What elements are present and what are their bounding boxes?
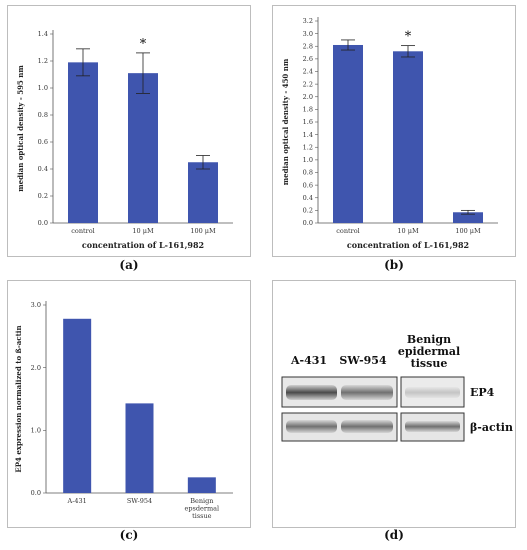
panel-d: A-431 SW-954 Benign epidermal tissue EP4… [272, 280, 516, 528]
chart-b: 0.0 0.2 0.4 0.6 0.8 1.0 1.2 1.4 1.6 1.8 2.0 2.2 2.4 2… [281, 17, 498, 250]
category-label: 10 μM [132, 227, 154, 235]
y-tick-label: 1.0 [31, 427, 41, 435]
panel-a: 0.0 0.2 0.4 0.6 0.8 1.0 1.2 1.4 * control 10 μM 100… [7, 5, 251, 257]
y-tick-label: 2.8 [303, 42, 313, 50]
blot-col-benign-3: tissue [411, 357, 448, 370]
category-label: epsdermal [185, 505, 220, 513]
y-tick-label: 1.0 [303, 156, 313, 164]
blot-col-benign-1: Benign [407, 333, 451, 346]
blot-col-sw954: SW-954 [339, 354, 387, 367]
chart-a: 0.0 0.2 0.4 0.6 0.8 1.0 1.2 1.4 * control 10 μM 100… [16, 30, 233, 250]
y-tick-label: 0.0 [31, 489, 41, 497]
y-tick-label: 1.0 [38, 84, 48, 92]
bar [333, 44, 363, 223]
blot-row-actin: β-actin [470, 421, 513, 434]
bar [128, 73, 158, 224]
caption-d: (d) [384, 528, 404, 542]
y-tick-label: 1.8 [303, 106, 313, 114]
y-tick-label: 3.0 [303, 30, 313, 38]
chart-c: 0.0 1.0 2.0 3.0 A-431 SW-954 Benignepsdermalti… [14, 301, 233, 520]
bar [188, 162, 218, 223]
caption-a: (a) [119, 258, 139, 272]
y-tick-label: 0.0 [38, 219, 48, 227]
x-axis-title: concentration of L-161,982 [347, 240, 469, 250]
y-tick-label: 2.4 [303, 68, 313, 76]
y-tick-label: 0.6 [303, 181, 313, 189]
y-axis-title: median optical density - 450 nm [281, 58, 290, 185]
blot-ep4-benign-band [405, 387, 460, 398]
blot-ep4-sw954-band [341, 385, 393, 400]
significance-star: * [140, 37, 147, 52]
bar [125, 403, 154, 493]
y-tick-label: 3.0 [31, 301, 41, 309]
blot-actin-sw954-band [341, 420, 393, 433]
y-tick-label: 0.8 [38, 111, 48, 119]
western-blot: A-431 SW-954 Benign epidermal tissue EP4… [281, 333, 513, 442]
y-tick-label: 1.2 [303, 143, 313, 151]
category-label: 10 μM [397, 227, 419, 235]
caption-b: (b) [384, 258, 404, 272]
category-label: SW-954 [127, 497, 152, 505]
y-tick-label: 2.2 [303, 80, 313, 88]
category-label: A-431 [67, 497, 87, 505]
y-tick-label: 0.6 [38, 138, 48, 146]
bar [68, 62, 98, 223]
bar [453, 212, 483, 223]
y-tick-label: 2.6 [303, 55, 313, 63]
y-tick-label: 1.6 [303, 118, 313, 126]
blot-ep4-a431-band [286, 385, 337, 400]
y-tick-label: 2.0 [31, 364, 41, 372]
y-tick-label: 0.2 [303, 207, 313, 215]
category-label: control [71, 227, 94, 235]
category-label: tissue [192, 512, 212, 520]
y-axis-title: median optical density - 595 nm [16, 65, 25, 192]
blot-actin-a431-band [286, 420, 337, 433]
bar [187, 477, 216, 493]
significance-star: * [405, 30, 412, 45]
bar [393, 51, 423, 223]
y-tick-label: 0.0 [303, 219, 313, 227]
y-tick-label: 0.4 [303, 194, 313, 202]
blot-col-a431: A-431 [290, 354, 327, 367]
category-label: Benign [190, 497, 213, 505]
panel-b: 0.0 0.2 0.4 0.6 0.8 1.0 1.2 1.4 1.6 1.8 2.0 2.2 2.4 2… [272, 5, 516, 257]
y-tick-label: 0.2 [38, 192, 48, 200]
blot-col-benign-2: epidermal [398, 345, 460, 358]
y-axis-title: EP4 expression normalized to ß-actin [14, 325, 23, 472]
y-tick-label: 3.2 [303, 17, 313, 25]
panel-c: 0.0 1.0 2.0 3.0 A-431 SW-954 Benign epsdermal ti… [7, 280, 251, 528]
blot-row-ep4: EP4 [470, 386, 495, 399]
y-tick-label: 1.4 [38, 30, 48, 38]
category-label: 100 μM [190, 227, 216, 235]
category-label: control [336, 227, 359, 235]
y-tick-label: 2.0 [303, 93, 313, 101]
y-tick-label: 1.4 [303, 131, 313, 139]
x-axis-title: concentration of L-161,982 [82, 240, 204, 250]
category-label: 100 μM [455, 227, 481, 235]
y-tick-label: 0.4 [38, 165, 48, 173]
bar [63, 318, 92, 493]
caption-c: (c) [119, 528, 139, 542]
blot-actin-benign-band [405, 421, 460, 432]
y-tick-label: 0.8 [303, 169, 313, 177]
y-tick-label: 1.2 [38, 57, 48, 65]
